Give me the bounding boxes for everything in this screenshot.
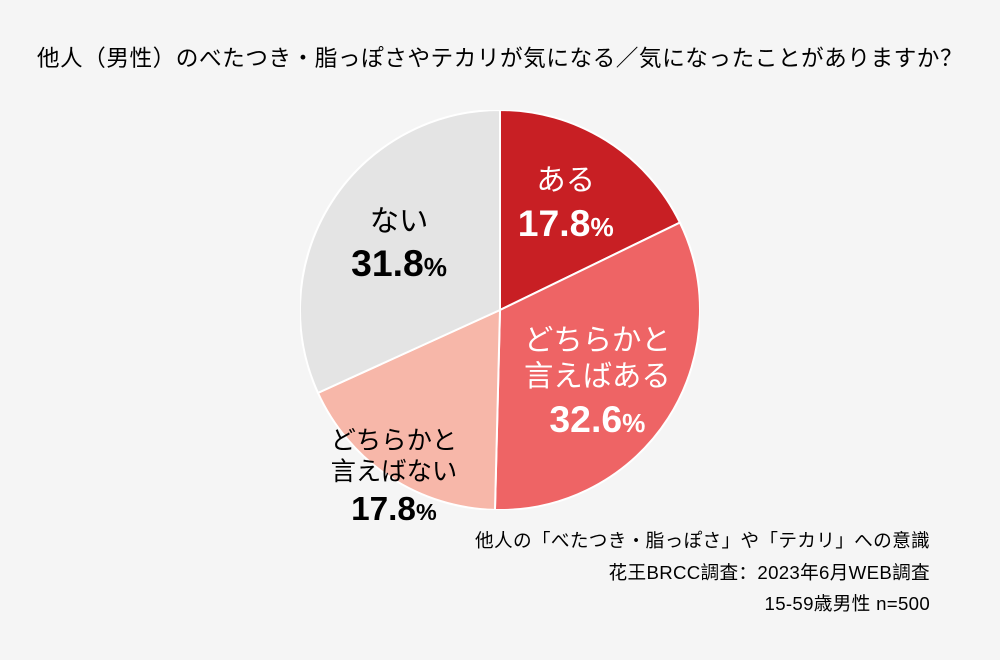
pie-svg — [300, 110, 700, 510]
footnote-line: 他人の「べたつき・脂っぽさ」や「テカリ」への意識 — [475, 525, 930, 557]
footnote-line: 花王BRCC調査：2023年6月WEB調査 — [475, 557, 930, 589]
footnote-line: 15-59歳男性 n=500 — [475, 588, 930, 620]
chart-title: 他人（男性）のべたつき・脂っぽさやテカリが気になる／気になったことがありますか？ — [0, 40, 1000, 73]
pie-chart: ある17.8%どちらかと言えばある32.6%どちらかと言えばない17.8%ない3… — [300, 110, 700, 510]
footnote: 他人の「べたつき・脂っぽさ」や「テカリ」への意識 花王BRCC調査：2023年6… — [475, 525, 930, 620]
